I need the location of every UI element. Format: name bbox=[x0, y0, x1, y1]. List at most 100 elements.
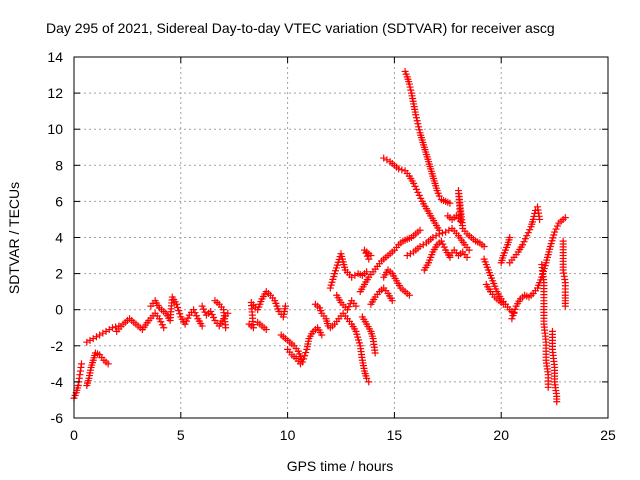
data-point bbox=[198, 302, 206, 310]
data-point bbox=[410, 179, 418, 187]
y-tick-label: 0 bbox=[55, 302, 63, 318]
data-point bbox=[224, 309, 232, 317]
data-point bbox=[511, 305, 519, 313]
data-point bbox=[412, 185, 420, 193]
data-point bbox=[201, 308, 209, 316]
data-point bbox=[182, 317, 190, 325]
data-point bbox=[508, 315, 516, 323]
data-point bbox=[553, 398, 561, 406]
y-tick-label: 14 bbox=[47, 49, 63, 65]
data-point bbox=[398, 166, 406, 174]
series-arc-1 bbox=[70, 360, 85, 402]
data-point bbox=[102, 327, 110, 335]
y-tick-label: 4 bbox=[55, 230, 63, 246]
series-arc-19 bbox=[380, 266, 413, 299]
series-arc-17 bbox=[358, 313, 379, 357]
x-axis-label: GPS time / hours bbox=[287, 458, 394, 474]
data-point bbox=[105, 326, 113, 334]
data-point bbox=[412, 114, 420, 122]
series-arc-32 bbox=[548, 327, 561, 406]
data-point bbox=[208, 311, 216, 319]
data-point bbox=[345, 303, 353, 311]
data-marks bbox=[70, 67, 569, 406]
data-point bbox=[192, 312, 200, 320]
series-arc-15 bbox=[356, 226, 424, 296]
data-point bbox=[104, 360, 112, 368]
y-tick-label: -2 bbox=[51, 338, 64, 354]
data-point bbox=[173, 300, 181, 308]
data-point bbox=[442, 228, 450, 236]
x-tick-label: 0 bbox=[70, 427, 78, 443]
data-point bbox=[432, 232, 440, 240]
series-arc-22 bbox=[403, 224, 473, 260]
series-arc-18 bbox=[367, 284, 396, 308]
data-point bbox=[175, 307, 183, 315]
data-point bbox=[352, 302, 360, 310]
data-point bbox=[363, 374, 371, 382]
data-point bbox=[96, 331, 104, 339]
data-point bbox=[417, 194, 425, 202]
data-point bbox=[207, 308, 215, 316]
data-point bbox=[108, 324, 116, 332]
series-arc-2 bbox=[83, 349, 112, 390]
data-point bbox=[536, 215, 544, 223]
data-point bbox=[416, 226, 424, 234]
data-point bbox=[551, 228, 559, 236]
data-point bbox=[437, 237, 445, 245]
data-point bbox=[99, 329, 107, 337]
data-point bbox=[440, 243, 448, 251]
data-point bbox=[395, 165, 403, 173]
series-arc-24 bbox=[444, 187, 488, 251]
data-point bbox=[520, 238, 528, 246]
data-point bbox=[509, 312, 517, 320]
data-point bbox=[415, 126, 423, 134]
data-point bbox=[414, 188, 422, 196]
series-arc-7 bbox=[211, 297, 230, 332]
data-point bbox=[343, 306, 351, 314]
data-point bbox=[157, 318, 165, 326]
data-point bbox=[222, 324, 230, 332]
data-point bbox=[561, 214, 569, 222]
y-tick-label: 10 bbox=[47, 121, 63, 137]
data-point bbox=[406, 250, 414, 258]
data-point bbox=[463, 253, 471, 261]
data-point bbox=[388, 297, 396, 305]
data-point bbox=[365, 378, 373, 386]
data-point bbox=[406, 83, 414, 91]
data-point bbox=[77, 360, 85, 368]
series-arc-8 bbox=[245, 288, 289, 332]
y-tick-label: 2 bbox=[55, 266, 63, 282]
data-point bbox=[262, 326, 270, 334]
series-arc-20 bbox=[380, 154, 443, 234]
series-arc-25 bbox=[446, 246, 471, 261]
data-point bbox=[553, 222, 561, 230]
data-point bbox=[92, 333, 100, 341]
data-point bbox=[419, 241, 427, 249]
series-arc-16 bbox=[360, 246, 375, 263]
x-tick-label: 5 bbox=[177, 427, 185, 443]
series-arc-31 bbox=[538, 261, 552, 391]
data-point bbox=[174, 303, 182, 311]
series-arc-21 bbox=[401, 67, 454, 207]
series-arc-29 bbox=[506, 203, 544, 267]
data-point bbox=[210, 314, 218, 322]
data-point bbox=[407, 86, 415, 94]
data-point bbox=[155, 315, 163, 323]
series-arc-5 bbox=[147, 293, 206, 330]
data-point bbox=[519, 241, 527, 249]
data-point bbox=[160, 324, 168, 332]
y-tick-label: 6 bbox=[55, 193, 63, 209]
data-point bbox=[300, 355, 308, 363]
series-arc-12 bbox=[311, 300, 373, 386]
data-point bbox=[363, 268, 371, 276]
data-point bbox=[435, 192, 443, 200]
data-point bbox=[190, 306, 198, 314]
data-point bbox=[480, 243, 488, 251]
x-tick-label: 25 bbox=[600, 427, 616, 443]
data-point bbox=[524, 229, 532, 237]
data-point bbox=[89, 335, 97, 343]
data-point bbox=[281, 302, 289, 310]
data-point bbox=[367, 252, 375, 260]
data-point bbox=[198, 322, 206, 330]
